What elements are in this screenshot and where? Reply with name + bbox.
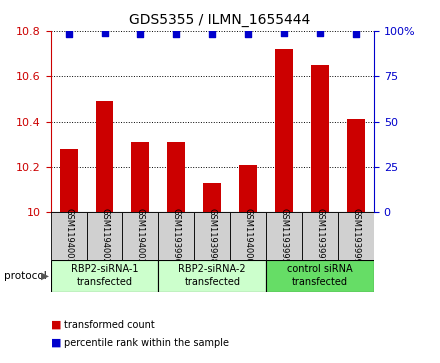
Text: GSM1194002: GSM1194002 xyxy=(100,208,109,264)
Bar xyxy=(158,212,194,260)
Point xyxy=(65,32,72,37)
Bar xyxy=(266,212,302,260)
Text: GSM1194001: GSM1194001 xyxy=(64,208,73,264)
Text: GSM1193996: GSM1193996 xyxy=(172,208,181,264)
Point xyxy=(137,32,144,37)
Bar xyxy=(167,142,185,212)
Bar xyxy=(59,149,77,212)
Point xyxy=(245,32,252,37)
Bar xyxy=(122,212,158,260)
Bar xyxy=(239,165,257,212)
Point xyxy=(317,30,324,36)
Text: GSM1193995: GSM1193995 xyxy=(280,208,289,264)
Bar xyxy=(194,212,230,260)
Text: ■: ■ xyxy=(51,338,61,348)
Text: GSM1193998: GSM1193998 xyxy=(208,208,217,264)
Point xyxy=(173,32,180,37)
Text: GSM1193999: GSM1193999 xyxy=(352,208,360,264)
Point xyxy=(101,30,108,36)
Bar xyxy=(311,65,329,212)
Text: GSM1193997: GSM1193997 xyxy=(315,208,325,264)
Text: GSM1194003: GSM1194003 xyxy=(136,208,145,264)
Text: RBP2-siRNA-1
transfected: RBP2-siRNA-1 transfected xyxy=(71,264,138,287)
Bar xyxy=(203,183,221,212)
Text: control siRNA
transfected: control siRNA transfected xyxy=(287,264,353,287)
Text: ■: ■ xyxy=(51,320,61,330)
Bar xyxy=(132,142,150,212)
Text: ▶: ▶ xyxy=(40,271,48,281)
Bar xyxy=(302,212,338,260)
Bar xyxy=(230,212,266,260)
Point xyxy=(352,32,359,37)
Bar xyxy=(158,260,266,292)
Bar xyxy=(51,212,87,260)
Text: GDS5355 / ILMN_1655444: GDS5355 / ILMN_1655444 xyxy=(129,13,311,27)
Point xyxy=(209,32,216,37)
Text: transformed count: transformed count xyxy=(64,320,154,330)
Bar xyxy=(95,101,114,212)
Text: protocol: protocol xyxy=(4,271,47,281)
Bar xyxy=(275,49,293,212)
Bar xyxy=(87,212,122,260)
Bar xyxy=(347,119,365,212)
Bar xyxy=(266,260,374,292)
Text: percentile rank within the sample: percentile rank within the sample xyxy=(64,338,229,348)
Text: RBP2-siRNA-2
transfected: RBP2-siRNA-2 transfected xyxy=(179,264,246,287)
Bar xyxy=(51,260,158,292)
Bar xyxy=(338,212,374,260)
Text: GSM1194000: GSM1194000 xyxy=(244,208,253,264)
Point xyxy=(281,30,288,36)
